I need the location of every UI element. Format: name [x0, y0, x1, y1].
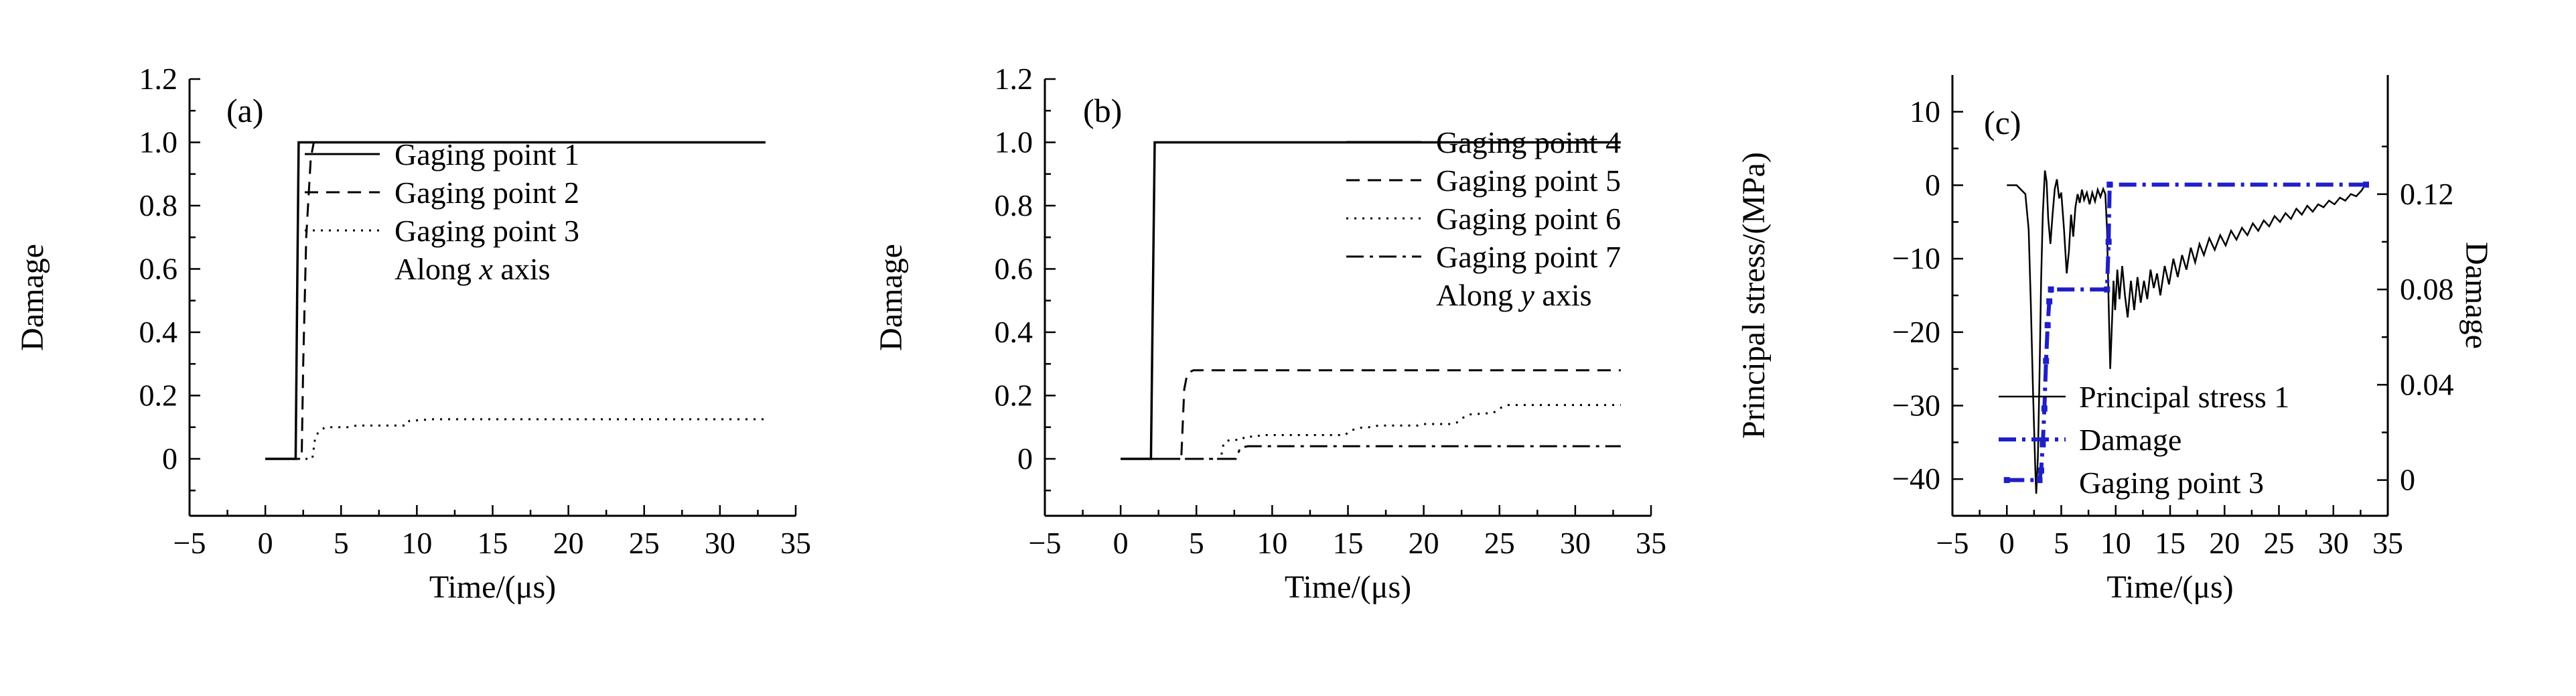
y-tick-label: 0.4 [139, 315, 178, 349]
panel-letter: (b) [1083, 92, 1122, 129]
legend: Principal stress 1 Damage Gaging point 3 [1999, 380, 2289, 500]
y2-tick-label: 0.04 [2400, 367, 2454, 401]
tick-labels: −5 0 5 10 15 20 25 30 35 0 0.2 0.4 0.6 0.8 1.0 1.2 [139, 62, 812, 560]
series-gaging-point-5 [1121, 369, 1621, 460]
legend-label-gaging-point-5: Gaging point 5 [1436, 163, 1621, 198]
y-tick-label: 0 [162, 441, 177, 476]
x-tick-label: 30 [705, 526, 735, 560]
y-axis-label: Damage [15, 244, 50, 351]
x-tick-label: 35 [2372, 526, 2403, 560]
chart-c: −5 0 5 10 15 20 25 30 35 10 0 −10 −20 −30 −40 0 0.04 0.08… [1736, 75, 2494, 605]
legend-label-gaging-point-3: Gaging point 3 [395, 214, 579, 248]
x-tick-label: 5 [2054, 526, 2069, 560]
y-tick-label: 0.6 [139, 251, 178, 285]
x-tick-label: 15 [478, 526, 508, 560]
y-tick-label: 1.2 [139, 62, 178, 96]
chart-panel-b: −5 0 5 10 15 20 25 30 35 0 0.2 0.4 0.6 0.8 1.0 1.2 Time/… [859, 0, 1717, 696]
chart-panel-c: −5 0 5 10 15 20 25 30 35 10 0 −10 −20 −30 −40 0 0.04 0.08… [1717, 0, 2576, 696]
x-tick-label: 0 [1113, 526, 1129, 560]
x-tick-label: 10 [1257, 526, 1287, 560]
y2-axis-label: Damage [2459, 242, 2494, 349]
chart-a: −5 0 5 10 15 20 25 30 35 0 0.2 0.4 0.6 0.8 1.0 1.2 Time/… [15, 62, 812, 605]
x-tick-label: 20 [553, 526, 584, 560]
x-tick-label: 0 [1999, 526, 2015, 560]
legend: Gaging point 1 Gaging point 2 Gaging point… [305, 137, 579, 286]
x-tick-label: 30 [1560, 526, 1591, 560]
legend-label-along-y-axis: Along y axis [1436, 278, 1592, 312]
ticks [1951, 111, 2389, 516]
series-gaging-point-3 [265, 418, 766, 460]
y-tick-label: −40 [1892, 462, 1940, 496]
series-principal-stress-1 [2007, 170, 2367, 494]
y-tick-label: 1.0 [995, 125, 1033, 159]
legend-label-gaging-point-4: Gaging point 4 [1436, 125, 1621, 159]
x-tick-label: −5 [173, 526, 206, 560]
y-axis-label: Principal stress/(MPa) [1736, 152, 1772, 439]
x-tick-label: 25 [1484, 526, 1515, 560]
y-tick-label: −10 [1892, 241, 1940, 275]
chart-panel-a: −5 0 5 10 15 20 25 30 35 0 0.2 0.4 0.6 0.8 1.0 1.2 Time/… [0, 0, 859, 696]
x-tick-label: 20 [2209, 526, 2240, 560]
y-tick-label: 0.2 [139, 378, 178, 412]
x-axis-label: Time/(μs) [2106, 569, 2233, 605]
legend-label-gaging-point-3: Gaging point 3 [2079, 466, 2264, 500]
legend-label-gaging-point-2: Gaging point 2 [395, 176, 579, 210]
y-tick-label: −20 [1892, 315, 1940, 349]
x-tick-label: 15 [1333, 526, 1364, 560]
y-tick-label: 0.6 [995, 251, 1033, 285]
series-gaging-point-4 [1121, 141, 1621, 460]
y-tick-label: 1.0 [139, 125, 178, 159]
x-tick-label: 35 [1636, 526, 1666, 560]
x-tick-label: 5 [1189, 526, 1204, 560]
x-tick-label: 20 [1409, 526, 1439, 560]
y-tick-label: 0.8 [139, 188, 178, 222]
series-gaging-point-6 [1121, 404, 1621, 460]
x-axis-label: Time/(μs) [429, 569, 556, 605]
legend-label-gaging-point-1: Gaging point 1 [395, 137, 579, 171]
y2-tick-label: 0 [2400, 463, 2415, 497]
y-tick-label: 0.2 [995, 378, 1033, 412]
legend-label-principal-stress-1: Principal stress 1 [2079, 380, 2289, 414]
chart-b: −5 0 5 10 15 20 25 30 35 0 0.2 0.4 0.6 0.8 1.0 1.2 Time/… [873, 62, 1667, 605]
series-gaging-point-1 [265, 141, 766, 460]
x-tick-label: 35 [780, 526, 811, 560]
x-tick-label: 0 [258, 526, 273, 560]
legend-label-gaging-point-7: Gaging point 7 [1436, 240, 1621, 274]
y-tick-label: 0.4 [995, 315, 1033, 349]
x-tick-label: 5 [334, 526, 349, 560]
y2-tick-label: 0.08 [2400, 272, 2454, 306]
series-damage [2007, 182, 2366, 482]
ticks [188, 78, 797, 516]
panel-letter: (a) [226, 92, 264, 129]
x-tick-label: 10 [2100, 526, 2131, 560]
x-tick-label: 10 [401, 526, 432, 560]
x-tick-label: 25 [629, 526, 660, 560]
y-tick-label: 0 [1017, 441, 1033, 476]
x-tick-label: 25 [2264, 526, 2295, 560]
y-tick-label: −30 [1892, 389, 1940, 423]
y-tick-label: 0.8 [995, 188, 1033, 222]
x-tick-label: −5 [1029, 526, 1062, 560]
series-damage-markers [2003, 182, 2369, 484]
legend-label-along-x-axis: Along x axis [395, 252, 551, 286]
x-axis-label: Time/(μs) [1285, 569, 1411, 605]
ticks [1044, 78, 1652, 516]
legend: Gaging point 4 Gaging point 5 Gaging point… [1346, 125, 1621, 312]
legend-label-damage: Damage [2079, 423, 2181, 457]
panel-letter: (c) [1984, 104, 2021, 141]
tick-labels: −5 0 5 10 15 20 25 30 35 0 0.2 0.4 0.6 0.8 1.0 1.2 [995, 62, 1667, 560]
y-tick-label: 0 [1925, 168, 1940, 202]
series-gaging-point-7 [1121, 445, 1621, 460]
y2-tick-label: 0.12 [2400, 177, 2454, 211]
y-tick-label: 10 [1910, 94, 1940, 129]
y-axis-label: Damage [873, 244, 909, 351]
x-tick-label: −5 [1936, 526, 1969, 560]
y-tick-label: 1.2 [995, 62, 1033, 96]
tick-labels: −5 0 5 10 15 20 25 30 35 10 0 −10 −20 −30 −40 0 0.04 0.08… [1892, 94, 2453, 560]
x-tick-label: 30 [2318, 526, 2349, 560]
legend-label-gaging-point-6: Gaging point 6 [1436, 202, 1621, 236]
x-tick-label: 15 [2155, 526, 2186, 560]
